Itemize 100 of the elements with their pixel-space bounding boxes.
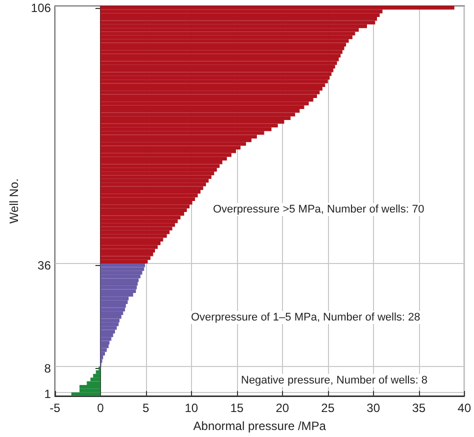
bar xyxy=(100,267,144,271)
bar xyxy=(100,352,105,356)
x-tick-label: 15 xyxy=(230,401,244,415)
bar xyxy=(100,300,128,304)
bar xyxy=(100,260,148,264)
bar xyxy=(100,109,300,113)
bar xyxy=(100,348,107,352)
x-tick-label: 20 xyxy=(276,401,290,415)
bar xyxy=(100,226,172,230)
bar xyxy=(100,256,150,260)
bar xyxy=(90,378,100,382)
bar xyxy=(100,344,109,348)
y-tick-label: 36 xyxy=(38,258,52,272)
bar xyxy=(100,175,212,179)
bar xyxy=(100,83,326,87)
bar xyxy=(100,72,332,76)
bar xyxy=(100,86,322,91)
bar xyxy=(100,264,145,268)
bar xyxy=(100,337,112,341)
bar xyxy=(100,252,154,256)
x-tick-label: 10 xyxy=(184,401,198,415)
bar xyxy=(100,94,317,98)
bar xyxy=(100,178,209,183)
bar xyxy=(100,168,217,172)
bar xyxy=(100,318,120,322)
bar xyxy=(100,80,328,84)
bar xyxy=(100,278,139,282)
bar xyxy=(100,326,117,330)
bar xyxy=(100,238,164,242)
y-tick-label: 106 xyxy=(30,0,52,15)
bar xyxy=(100,13,380,18)
annotation: Overpressure >5 MPa, Number of wells: 70 xyxy=(213,204,424,216)
bar xyxy=(100,42,346,46)
bar xyxy=(100,61,337,65)
bar xyxy=(100,201,192,205)
bar xyxy=(100,315,122,319)
y-tick-label: 8 xyxy=(44,361,52,376)
bar xyxy=(100,6,454,10)
y-tick-label: 1 xyxy=(44,387,52,402)
bar xyxy=(100,20,376,24)
bar xyxy=(100,116,291,120)
bar xyxy=(100,223,176,227)
annotation: Negative pressure, Number of wells: 8 xyxy=(241,374,428,386)
bar xyxy=(100,286,137,290)
bar xyxy=(100,35,352,40)
bar xyxy=(100,340,110,344)
bar xyxy=(100,356,104,360)
bar xyxy=(100,46,344,50)
bar xyxy=(71,392,100,396)
bar xyxy=(100,245,158,249)
bar xyxy=(100,50,342,54)
bar xyxy=(100,333,114,338)
bar xyxy=(100,186,204,190)
bar xyxy=(100,204,190,208)
bar xyxy=(100,164,220,168)
annotation: Overpressure of 1–5 MPa, Number of wells: 28 xyxy=(191,312,420,324)
bar xyxy=(100,32,356,36)
bar xyxy=(100,39,349,43)
bar xyxy=(100,219,178,224)
bar xyxy=(100,330,115,334)
x-tick-label: 40 xyxy=(458,401,472,415)
bar xyxy=(100,274,140,278)
bar xyxy=(100,292,134,297)
x-tick-label: 35 xyxy=(412,401,426,415)
bar xyxy=(100,68,334,72)
bar xyxy=(100,212,184,216)
bar xyxy=(100,190,200,194)
bar xyxy=(100,241,160,246)
bar xyxy=(100,64,336,69)
x-tick-label: 0 xyxy=(97,401,104,415)
bar xyxy=(79,384,100,389)
x-tick-label: 25 xyxy=(321,401,335,415)
bar xyxy=(100,76,330,80)
bar xyxy=(100,234,167,238)
bar xyxy=(100,172,214,176)
bar xyxy=(100,112,296,116)
bar xyxy=(100,322,119,326)
bar xyxy=(100,17,377,21)
bar xyxy=(100,208,187,212)
bar xyxy=(100,197,196,201)
bar xyxy=(100,311,124,316)
bar xyxy=(100,58,339,62)
bar xyxy=(100,308,125,312)
bar xyxy=(100,54,341,58)
bar xyxy=(100,304,126,308)
bar xyxy=(100,182,206,186)
bar xyxy=(100,98,314,102)
bar xyxy=(100,230,170,234)
bar xyxy=(96,370,100,374)
x-axis-title: Abnormal pressure /MPa xyxy=(193,419,326,433)
x-tick-label: -5 xyxy=(50,401,61,415)
x-tick-label: 30 xyxy=(366,401,380,415)
bar xyxy=(100,270,142,275)
bar xyxy=(100,248,155,253)
bar xyxy=(100,289,136,293)
bar xyxy=(100,194,198,198)
x-tick-label: 5 xyxy=(142,401,150,415)
y-axis-title: Well No. xyxy=(7,178,21,224)
bar xyxy=(100,216,180,220)
bar xyxy=(93,374,100,378)
